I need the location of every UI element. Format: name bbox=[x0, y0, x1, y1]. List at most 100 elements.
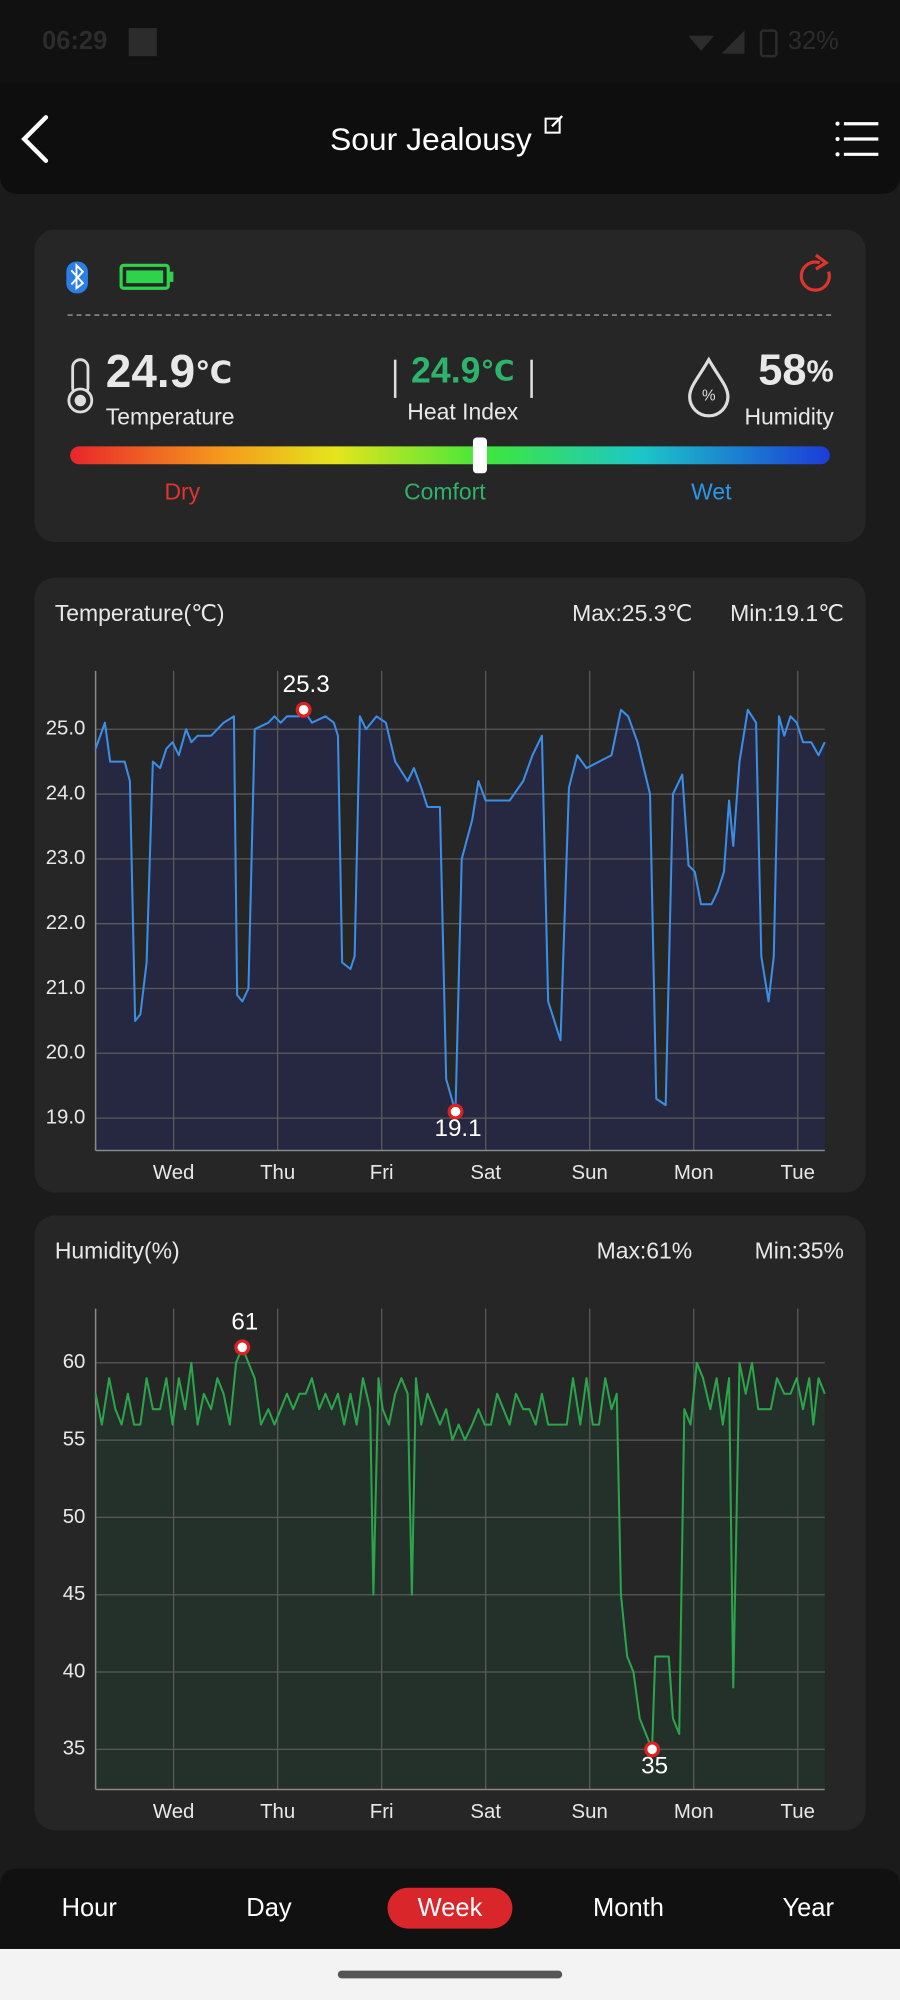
y-tick-label: 22.0 bbox=[46, 912, 86, 934]
y-tick-label: 25.0 bbox=[46, 718, 86, 740]
comfort-wet: Wet bbox=[691, 479, 732, 505]
device-battery-icon bbox=[119, 263, 170, 290]
humidity-unit: % bbox=[807, 355, 834, 389]
tab[interactable]: Day bbox=[246, 1894, 292, 1922]
humidity-value: 58 bbox=[758, 347, 806, 395]
chart-max: Max:25.3℃ bbox=[572, 600, 692, 626]
x-tick-label: Sun bbox=[572, 1162, 608, 1184]
tab[interactable]: Week bbox=[387, 1887, 513, 1929]
x-tick-label: Fri bbox=[370, 1801, 394, 1823]
heat-index-reading: 24.9℃ bbox=[411, 351, 514, 391]
menu-dot bbox=[835, 152, 840, 157]
tab[interactable]: Hour bbox=[62, 1894, 118, 1922]
status-battery: 32% bbox=[788, 27, 839, 55]
drop-outline bbox=[688, 356, 730, 418]
x-tick-label: Fri bbox=[370, 1162, 394, 1184]
temperature-label: Temperature bbox=[106, 403, 235, 429]
x-tick-label: Thu bbox=[260, 1801, 295, 1823]
charts: Temperature(℃) Max:25.3℃ Min:19.1℃ 19.0 20.0… bbox=[34, 577, 866, 1831]
y-tick-label: 23.0 bbox=[46, 847, 86, 869]
edit-button[interactable] bbox=[544, 115, 563, 134]
x-tick-label: Sun bbox=[572, 1801, 608, 1823]
device-battery-level bbox=[126, 270, 164, 284]
back-button[interactable] bbox=[21, 115, 49, 163]
tab-label: Week bbox=[418, 1894, 483, 1922]
tab-highlight bbox=[387, 1887, 513, 1929]
device-title: Sour Jealousy bbox=[330, 121, 532, 157]
y-tick-label: 21.0 bbox=[46, 977, 86, 999]
tab-label: Day bbox=[246, 1894, 292, 1922]
y-tick-label: 20.0 bbox=[46, 1042, 86, 1064]
chart-min: Min:35% bbox=[755, 1238, 844, 1264]
line bbox=[94, 708, 826, 1113]
heat-index-value: 24.9 bbox=[411, 351, 480, 391]
y-tick-label: 60 bbox=[63, 1351, 86, 1373]
x-tick-label: Sat bbox=[470, 1801, 501, 1823]
refresh-button[interactable] bbox=[799, 253, 831, 292]
humidity-icon: % bbox=[688, 356, 730, 418]
max-marker bbox=[295, 701, 312, 718]
drop-glyph: % bbox=[702, 388, 716, 405]
chart-max: Max:61% bbox=[597, 1238, 693, 1264]
x-tick-label: Tue bbox=[781, 1162, 815, 1184]
edit-icon-pen bbox=[551, 115, 563, 128]
min-marker bbox=[644, 1741, 661, 1758]
x-tick-label: Thu bbox=[260, 1162, 295, 1184]
status-icon bbox=[128, 28, 157, 57]
device-battery-cap bbox=[169, 271, 174, 282]
header bbox=[0, 82, 900, 194]
menu-dot bbox=[835, 136, 840, 142]
chart: Humidity(%) Max:61% Min:35% 35 40 45 50 55 60 Wed… bbox=[34, 1215, 866, 1831]
y-tick-label: 50 bbox=[63, 1506, 86, 1528]
refresh-icon bbox=[799, 260, 831, 292]
min-marker bbox=[447, 1103, 464, 1120]
tab[interactable]: Year bbox=[782, 1894, 834, 1922]
battery-icon bbox=[759, 29, 778, 58]
max-value-label: 25.3 bbox=[283, 671, 330, 698]
tab[interactable]: Month bbox=[593, 1894, 664, 1922]
x-tick-label: Wed bbox=[153, 1801, 195, 1823]
min-value-label: 35 bbox=[641, 1753, 668, 1780]
x-tick-label: Mon bbox=[674, 1801, 714, 1823]
x-tick-label: Tue bbox=[781, 1801, 815, 1823]
edit-icon bbox=[544, 117, 561, 134]
menu-button[interactable] bbox=[835, 121, 879, 157]
y-tick-label: 45 bbox=[63, 1583, 86, 1605]
temperature-value: 24.9 bbox=[106, 345, 195, 397]
min-value-label: 19.1 bbox=[435, 1115, 482, 1142]
y-tick-label: 40 bbox=[63, 1660, 86, 1682]
bluetooth-glyph bbox=[70, 262, 85, 291]
y-tick-label: 19.0 bbox=[46, 1106, 86, 1128]
chart-title: Humidity(%) bbox=[55, 1238, 180, 1264]
humidity-label: Humidity bbox=[745, 403, 835, 429]
line bbox=[94, 1346, 826, 1751]
thermometer-icon bbox=[67, 358, 94, 414]
menu-dot bbox=[835, 121, 840, 126]
chart-min: Min:19.1℃ bbox=[730, 600, 844, 626]
tab-label: Month bbox=[593, 1894, 664, 1922]
max-marker bbox=[234, 1339, 251, 1356]
x-tick-label: Mon bbox=[674, 1162, 714, 1184]
y-tick-label: 24.0 bbox=[46, 782, 86, 804]
heat-index-label: Heat Index bbox=[407, 398, 518, 424]
temperature-unit: ℃ bbox=[195, 356, 232, 390]
gesture-handle bbox=[337, 1970, 563, 1979]
comfort-scale bbox=[70, 446, 830, 465]
y-tick-label: 35 bbox=[63, 1738, 86, 1760]
tab-label: Year bbox=[782, 1894, 834, 1922]
x-tick-label: Wed bbox=[153, 1162, 195, 1184]
chart: Temperature(℃) Max:25.3℃ Min:19.1℃ 19.0 20.0… bbox=[34, 577, 866, 1193]
chart-title: Temperature(℃) bbox=[55, 600, 225, 626]
heat-index-unit: ℃ bbox=[480, 356, 514, 387]
x-tick-label: Sat bbox=[470, 1162, 501, 1184]
comfort-comfort: Comfort bbox=[404, 479, 486, 505]
max-value-label: 61 bbox=[231, 1308, 258, 1335]
y-tick-label: 55 bbox=[63, 1428, 86, 1450]
temperature-reading: 24.9℃ bbox=[106, 345, 232, 397]
comfort-dry: Dry bbox=[164, 479, 200, 505]
status-time: 06:29 bbox=[42, 27, 107, 55]
humidity-reading: 58% bbox=[758, 347, 833, 395]
wifi-icon bbox=[688, 35, 714, 52]
